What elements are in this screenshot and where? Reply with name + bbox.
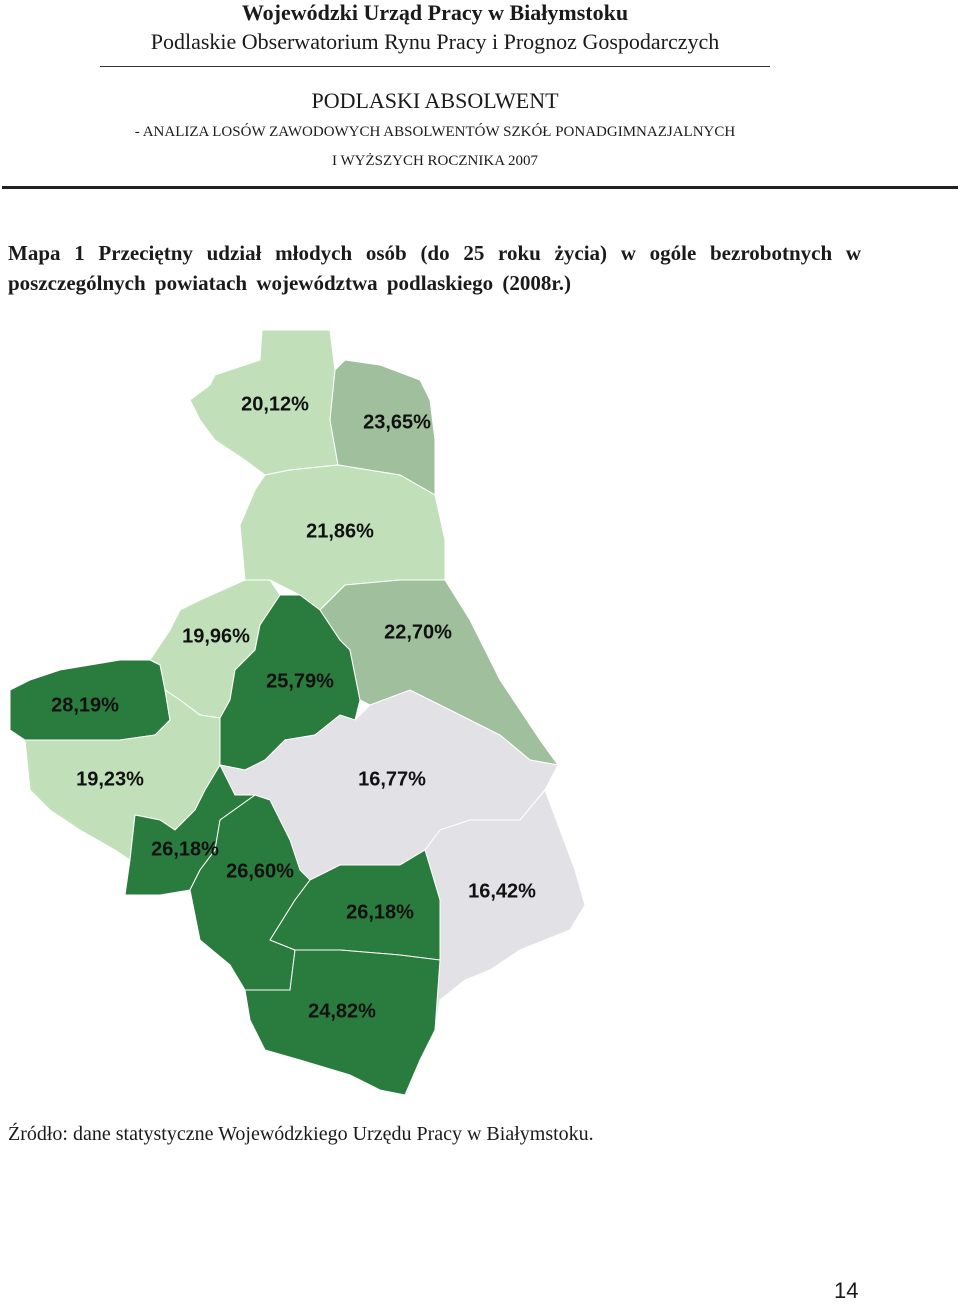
region <box>329 359 436 496</box>
region-label: 22,70% <box>384 621 452 643</box>
region-label: 24,82% <box>308 1000 376 1022</box>
source: Źródło: dane statystyczne Wojewódzkiego … <box>8 1123 594 1145</box>
region-label: 16,77% <box>358 768 426 790</box>
header-subtitle: Podlaskie Obserwatorium Rynu Pracy i Pro… <box>150 29 720 54</box>
region-label: 16,42% <box>468 880 536 902</box>
report-line: I WYŻSZYCH ROCZNIKA 2007 <box>332 153 538 169</box>
map-caption: Mapa 1 Przeciętny udział młodych osób (d… <box>8 241 861 295</box>
region-label: 21,86% <box>306 520 374 542</box>
region-label: 28,19% <box>51 694 119 716</box>
region <box>124 763 257 896</box>
region-label: 19,96% <box>182 625 250 647</box>
rule <box>100 66 770 67</box>
header-title: Wojewódzki Urząd Pracy w Białymstoku <box>241 0 629 25</box>
region <box>244 949 441 1096</box>
region-label: 26,18% <box>151 838 219 860</box>
region-label: 26,60% <box>226 860 294 882</box>
report-title: PODLASKI ABSOLWENT <box>311 88 559 113</box>
rule <box>2 186 958 189</box>
region-label: 26,18% <box>346 901 414 923</box>
region-label: 19,23% <box>76 768 144 790</box>
region-label: 23,65% <box>363 411 431 433</box>
page-number: 14 <box>834 1278 859 1303</box>
report-line: - ANALIZA LOSÓW ZAWODOWYCH ABSOLWENTÓW S… <box>134 124 736 140</box>
region-label: 25,79% <box>266 670 334 692</box>
region-label: 20,12% <box>241 393 309 415</box>
